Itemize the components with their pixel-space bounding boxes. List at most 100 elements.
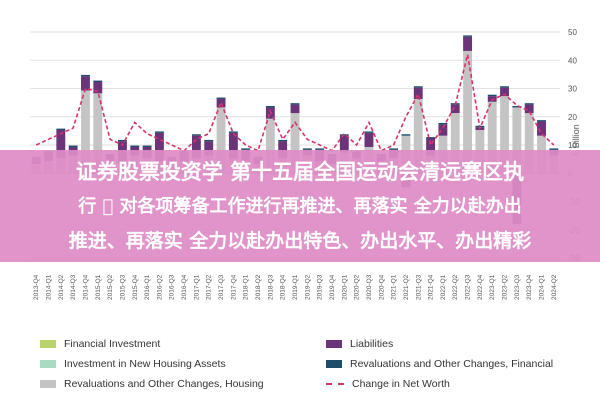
net-worth-line <box>35 54 555 152</box>
x-tick-label: 2020-Q1 <box>341 274 348 300</box>
x-tick-label: 2017-Q3 <box>218 274 225 300</box>
x-tick-label: 2018-Q4 <box>280 274 287 300</box>
bar-segment <box>500 96 509 170</box>
x-tick-label: 2015-Q3 <box>119 274 126 300</box>
x-tick-label: 2023-Q1 <box>489 274 496 300</box>
bar-segment <box>364 131 374 133</box>
legend-swatch <box>326 360 342 368</box>
bar-segment <box>487 101 497 170</box>
legend-item-new-housing: Investment in New Housing Assets <box>40 358 226 370</box>
bar-segment <box>413 87 423 99</box>
y-tick-label: 10 <box>568 141 577 150</box>
legend-swatch <box>40 340 56 348</box>
bar-segment <box>524 103 534 105</box>
legend-label: Change in Net Worth <box>352 378 450 390</box>
x-tick-label: 2015-Q1 <box>95 274 102 300</box>
x-tick-label: 2014-Q3 <box>70 274 77 300</box>
x-tick-label: 2016-Q1 <box>144 274 151 300</box>
legend-item-liabilities: Liabilities <box>326 338 393 350</box>
legend-item-reval-financial: Revaluations and Other Changes, Financia… <box>326 358 553 370</box>
y-tick-label: 50 <box>568 28 577 37</box>
banner-line-2: 行   对各项筹备工作进行再推进、再落实 全力以赴办出 <box>78 196 522 217</box>
bar-segment <box>216 97 226 99</box>
y-tick-label: 40 <box>568 56 577 65</box>
bar-segment <box>228 131 238 133</box>
bar-segment <box>56 128 66 131</box>
x-tick-label: 2015-Q4 <box>132 274 139 300</box>
legend-label: Financial Investment <box>64 338 161 350</box>
bar-segment <box>413 98 423 170</box>
bar-segment <box>191 135 201 159</box>
x-tick-label: 2021-Q2 <box>403 274 410 300</box>
bar-segment <box>278 141 288 159</box>
x-tick-label: 2019-Q4 <box>329 274 336 300</box>
legend-dash-line <box>326 383 344 385</box>
bar-segment <box>426 137 436 139</box>
bar-segment <box>487 94 497 97</box>
banner-line-3: 推进、再落实 全力以赴办出特色、办出水平、办出精彩 <box>68 230 532 252</box>
bar-segment <box>524 104 534 114</box>
x-tick-label: 2017-Q1 <box>193 274 200 300</box>
x-tick-label: 2014-Q2 <box>58 274 65 300</box>
x-tick-label: 2021-Q1 <box>391 274 398 300</box>
legend-label: Revaluations and Other Changes, Housing <box>64 378 264 390</box>
bar-segment <box>389 148 399 150</box>
bar-segment <box>524 113 534 170</box>
bar-segment <box>154 131 164 133</box>
bar-segment <box>204 141 214 156</box>
bar-segment <box>93 80 103 83</box>
bar-segment <box>81 76 90 91</box>
bar-segment <box>512 106 522 108</box>
legend-item-reval-housing: Revaluations and Other Changes, Housing <box>40 378 264 390</box>
bar-segment <box>463 36 472 51</box>
bar-segment <box>142 145 152 147</box>
bar-segment <box>265 118 275 170</box>
legend-swatch <box>326 340 342 348</box>
bar-segment <box>81 74 90 77</box>
bar-segment <box>278 139 288 142</box>
x-tick-label: 2014-Q1 <box>45 274 52 300</box>
x-tick-label: 2017-Q4 <box>230 274 237 300</box>
bar-segment <box>500 86 509 88</box>
bar-segment <box>549 148 559 150</box>
bar-segment <box>130 145 140 147</box>
bar-segment <box>241 148 251 150</box>
legend-label: Revaluations and Other Changes, Financia… <box>350 358 554 370</box>
bar-segment <box>191 134 201 136</box>
bar-segment <box>228 132 238 159</box>
legend-label: Investment in New Housing Assets <box>64 358 226 370</box>
legend-label: Liabilities <box>350 338 394 350</box>
bar-segment <box>81 90 90 170</box>
legend-swatch <box>40 380 56 388</box>
bar-segment <box>401 134 411 136</box>
x-tick-label: 2019-Q1 <box>292 274 299 300</box>
bar-segment <box>364 132 374 147</box>
bar-segment <box>438 122 448 125</box>
x-tick-label: 2024-Q2 <box>551 274 558 300</box>
y-axis-label: € Billion <box>571 124 581 156</box>
x-tick-label: 2022-Q3 <box>465 274 472 300</box>
x-tick-label: 2018-Q3 <box>267 274 274 300</box>
bar-segment <box>450 113 460 170</box>
x-tick-label: 2024-Q1 <box>539 274 546 300</box>
x-tick-label: 2019-Q2 <box>304 274 311 300</box>
x-tick-label: 2019-Q3 <box>317 274 324 300</box>
legend: Financial Investment Liabilities Investm… <box>0 330 600 400</box>
bar-segment <box>93 93 103 170</box>
x-tick-label: 2017-Q2 <box>206 274 213 300</box>
bar-segment <box>216 98 226 108</box>
x-tick-label: 2016-Q2 <box>156 274 163 300</box>
x-tick-label: 2020-Q4 <box>378 274 385 300</box>
bar-segment <box>339 135 349 153</box>
y-tick-label: 20 <box>568 113 577 122</box>
x-tick-label: 2020-Q3 <box>366 274 373 300</box>
bar-segment <box>290 104 300 114</box>
bar-segment <box>426 138 436 156</box>
bar-segment <box>450 104 460 114</box>
x-tick-label: 2022-Q2 <box>452 274 459 300</box>
x-tick-label: 2022-Q1 <box>440 274 447 300</box>
bar-segment <box>93 82 103 94</box>
x-tick-label: 2015-Q2 <box>107 274 114 300</box>
x-axis-ticks: 2013-Q4 2014-Q1 2014-Q2 2014-Q3 2014-Q4 2015-… <box>33 274 558 300</box>
x-tick-label: 2022-Q4 <box>477 274 484 300</box>
